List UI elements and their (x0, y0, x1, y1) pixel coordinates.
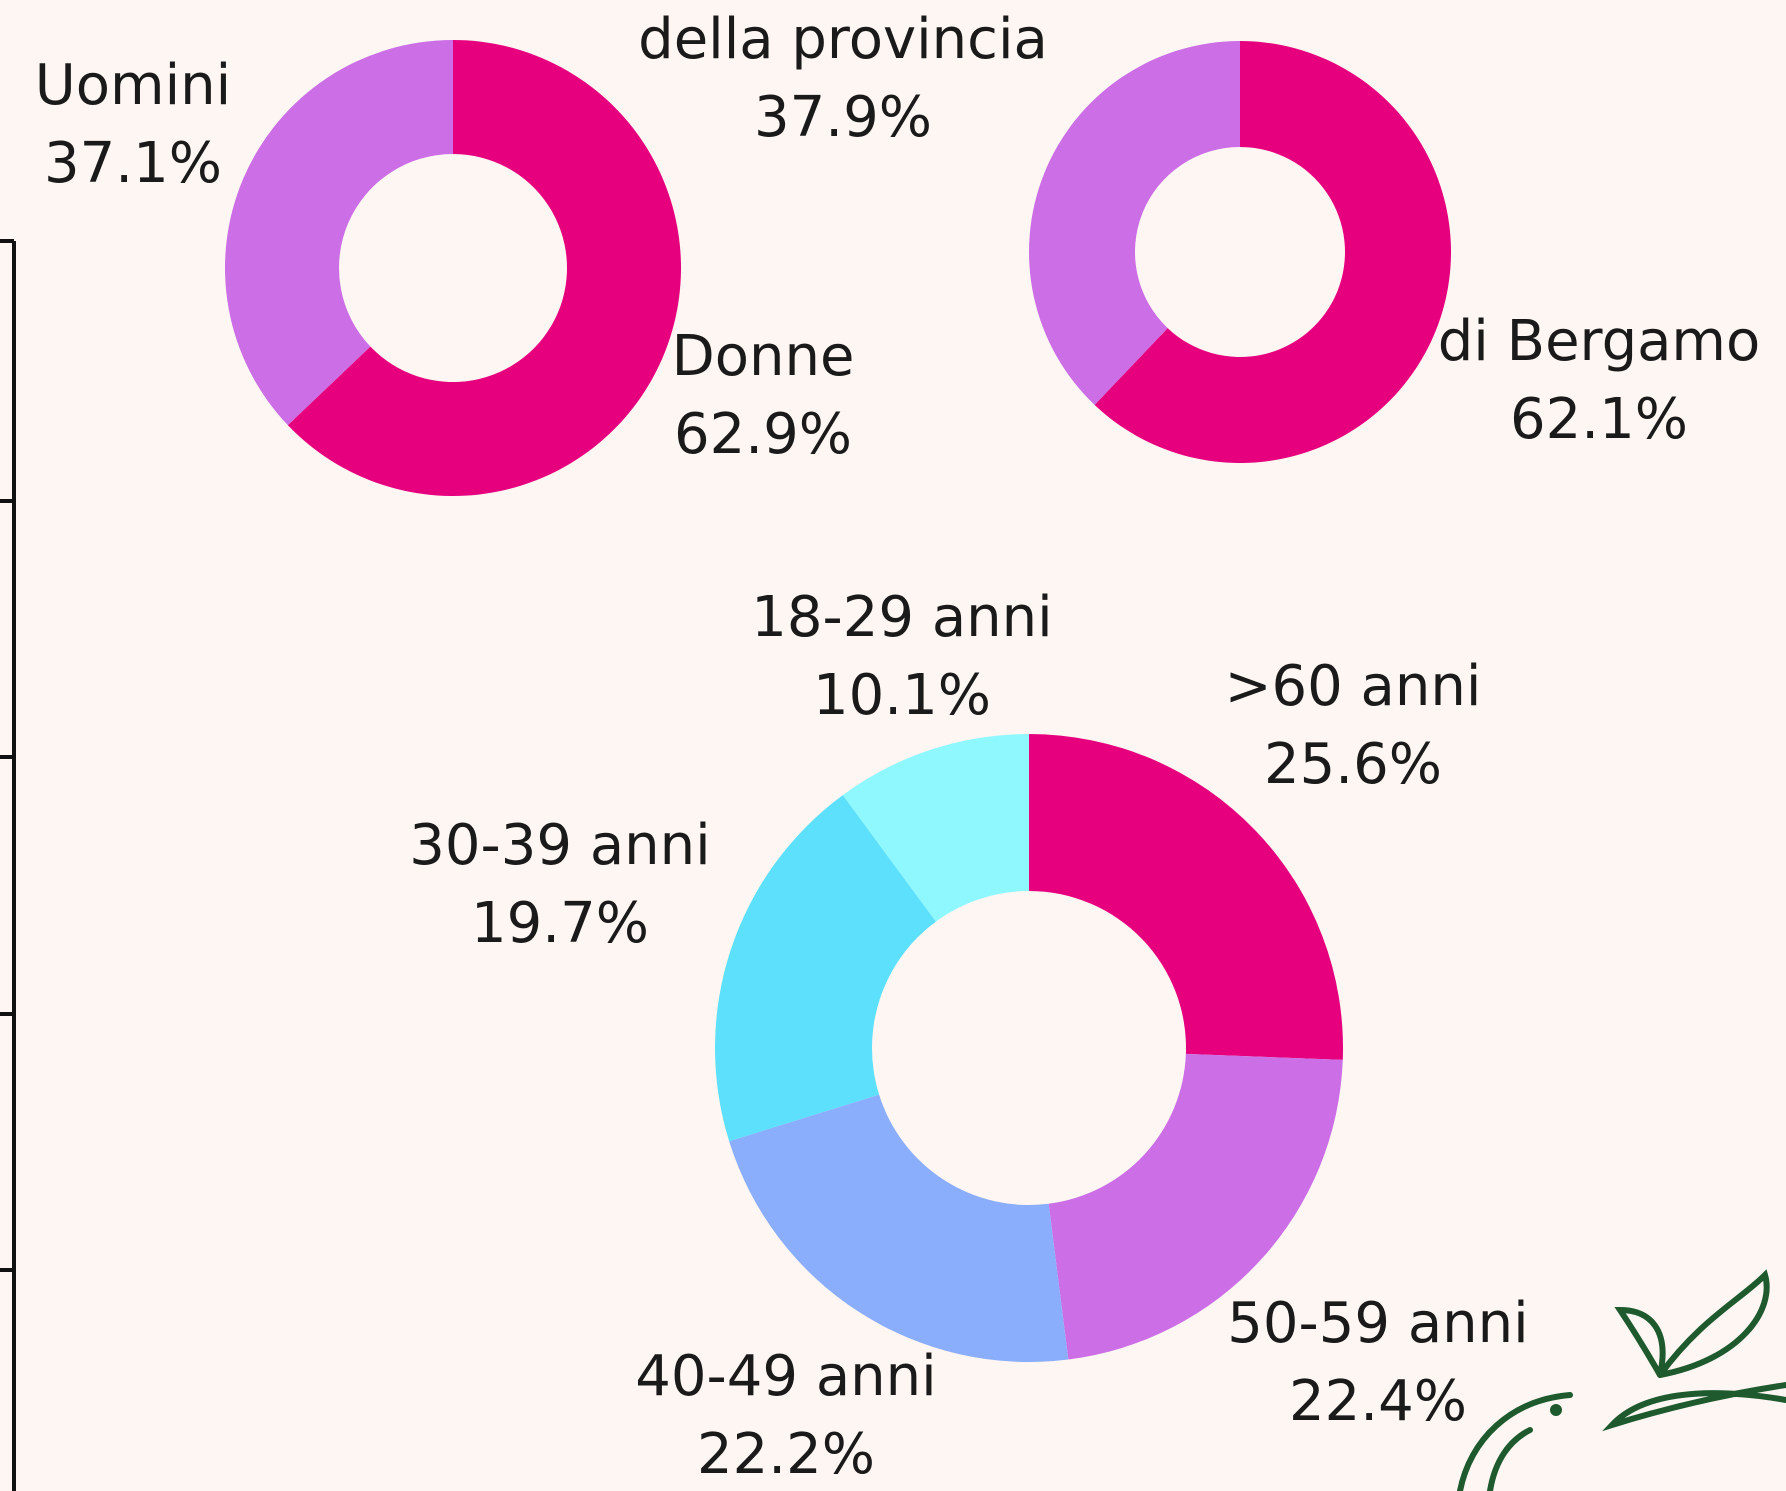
slice-value-label: 10.1% (813, 663, 991, 728)
left-axis (0, 239, 16, 1491)
donut-slice (1048, 1053, 1343, 1360)
slice-label: 40-49 anni (635, 1344, 936, 1409)
slice-value-label: 19.7% (471, 891, 649, 956)
slice-label: 30-39 anni (409, 813, 710, 878)
slice-label: 50-59 anni (1227, 1291, 1528, 1356)
donut-slice (1029, 41, 1240, 405)
slice-label: Uomini (35, 53, 231, 118)
donut-slice (715, 795, 936, 1142)
leaf-decoration (1457, 1269, 1786, 1491)
slice-label: della provincia (638, 7, 1048, 72)
slice-label: 18-29 anni (751, 585, 1052, 650)
slice-value-label: 37.1% (44, 131, 222, 196)
slice-label: >60 anni (1225, 654, 1482, 719)
donut-slice (225, 39, 453, 426)
slice-value-label: 22.4% (1289, 1369, 1467, 1434)
slice-value-label: 62.9% (674, 402, 852, 467)
slice-value-label: 25.6% (1264, 732, 1442, 797)
slice-label: Donne (672, 324, 855, 389)
donut-slice (842, 734, 1029, 922)
slice-label: di Bergamo (1438, 309, 1761, 374)
slice-value-label: 62.1% (1510, 387, 1688, 452)
donut-slice (1094, 41, 1452, 463)
donut-slice (1029, 734, 1344, 1060)
slice-value-label: 37.9% (754, 85, 932, 150)
donut-slice (729, 1094, 1069, 1363)
slice-value-label: 22.2% (697, 1422, 875, 1487)
donut-slice (287, 40, 681, 496)
